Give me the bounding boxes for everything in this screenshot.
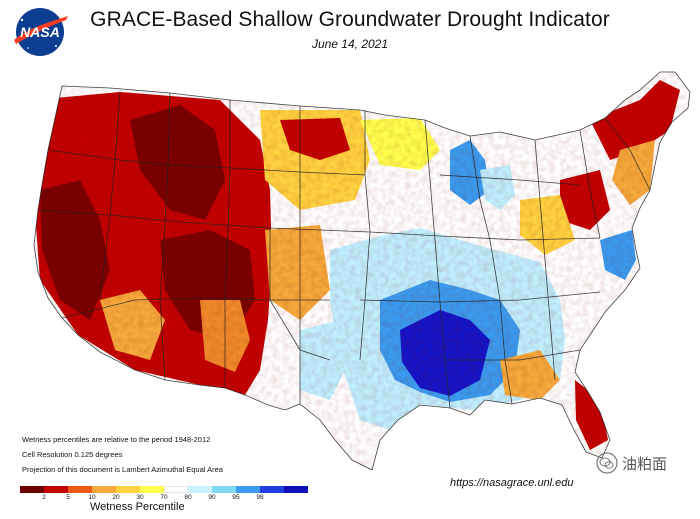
legend: 2 5 10 20 30 70 80 90 95 98 Wetness Percentile [20,486,308,518]
legend-swatch [140,486,164,493]
nasa-logo: NASA [14,8,68,56]
legend-tick-label: 5 [66,494,70,501]
legend-tick-label: 70 [160,494,168,501]
note-period: Wetness percentiles are relative to the … [22,435,211,444]
map-title: GRACE-Based Shallow Groundwater Drought … [90,8,610,31]
legend-swatch [116,486,140,493]
legend-swatch [44,486,68,493]
legend-swatch [68,486,92,493]
legend-tick-label: 10 [88,494,96,501]
legend-tick-label: 98 [256,494,264,501]
legend-swatch [284,486,308,493]
note-resolution: Cell Resolution 0.125 degrees [22,450,123,459]
legend-tick-label: 2 [42,494,46,501]
legend-swatch [92,486,116,493]
wechat-icon [596,452,618,474]
legend-tick-label: 20 [112,494,120,501]
map-date: June 14, 2021 [311,37,389,51]
legend-swatch [188,486,212,493]
legend-swatch [20,486,44,493]
legend-tick-label: 95 [232,494,240,501]
legend-ticks: 2 5 10 20 30 70 80 90 95 98 [20,494,300,504]
nasa-logo-text: NASA [20,24,60,40]
legend-swatches [20,486,308,493]
watermark: 油粕面 [596,452,692,474]
legend-title: Wetness Percentile [90,501,185,513]
legend-tick-label: 80 [184,494,192,501]
legend-tick-label: 90 [208,494,216,501]
map-notes: Wetness percentiles are relative to the … [22,432,223,477]
legend-swatch [236,486,260,493]
legend-swatch [260,486,284,493]
legend-swatch [212,486,236,493]
legend-swatch [164,486,188,493]
watermark-text: 油粕面 [622,454,668,473]
note-projection: Projection of this document is Lambert A… [22,465,223,474]
source-url[interactable]: https://nasagrace.unl.edu [450,477,574,489]
legend-tick-label: 30 [136,494,144,501]
